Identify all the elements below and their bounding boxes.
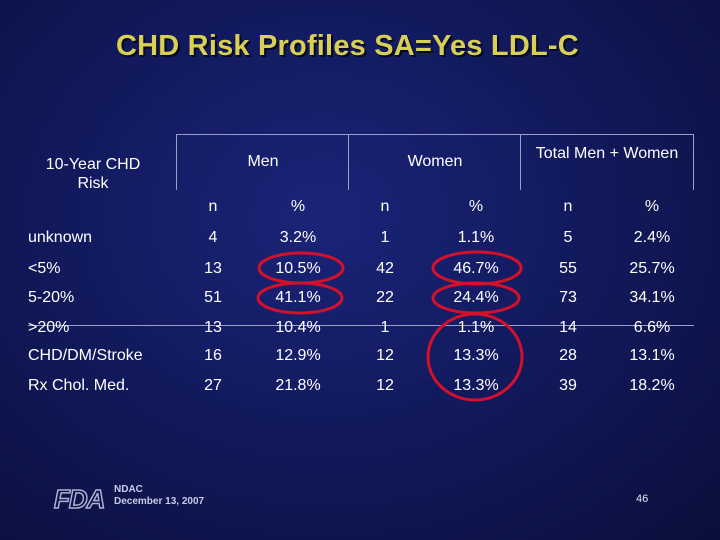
footer-date: December 13, 2007 — [114, 496, 205, 507]
risk-table: 10-Year CHD Risk Men Women Total Men + W… — [28, 134, 694, 400]
row-label: <5% — [28, 260, 61, 277]
men-pct: 10.4% — [275, 319, 321, 336]
group-header-men: Men — [247, 153, 279, 170]
slide-title: CHD Risk Profiles SA=Yes LDL-C — [116, 30, 579, 62]
row-label: unknown — [28, 229, 93, 246]
group-header-women: Women — [407, 153, 463, 170]
total-pct: 6.6% — [633, 319, 671, 336]
row-label: >20% — [28, 319, 70, 336]
row-header-label: 10-Year CHD Risk — [45, 156, 141, 192]
subheader-men-n: n — [208, 198, 218, 215]
total-pct: 13.1% — [629, 347, 675, 364]
women-pct: 1.1% — [457, 229, 495, 246]
subheader-total-pct: % — [644, 198, 660, 215]
fda-logo: FDA — [53, 483, 106, 515]
women-n: 22 — [376, 289, 394, 306]
total-n: 5 — [563, 229, 573, 246]
women-n: 12 — [376, 377, 394, 394]
men-pct: 10.5% — [275, 260, 321, 277]
subheader-men-pct: % — [290, 198, 306, 215]
total-pct: 34.1% — [629, 289, 675, 306]
subheader-total-n: n — [563, 198, 573, 215]
total-n: 28 — [559, 347, 577, 364]
table-row: CHD/DM/Stroke 16 12.9% 12 13.3% 28 13.1% — [28, 347, 694, 367]
table-row: Rx Chol. Med. 27 21.8% 12 13.3% 39 18.2% — [28, 377, 694, 397]
group-header-total: Total Men + Women — [522, 144, 692, 163]
table-row: 5-20% 51 41.1% 22 24.4% 73 34.1% — [28, 289, 694, 309]
men-n: 51 — [204, 289, 222, 306]
women-pct: 46.7% — [453, 260, 499, 277]
row-label: 5-20% — [28, 289, 75, 306]
men-n: 4 — [208, 229, 218, 246]
group-header-total-label: Total Men + Women — [535, 145, 679, 162]
total-pct: 18.2% — [629, 377, 675, 394]
women-n: 1 — [380, 319, 390, 336]
women-pct: 24.4% — [453, 289, 499, 306]
table-row: <5% 13 10.5% 42 46.7% 55 25.7% — [28, 260, 694, 280]
total-pct: 25.7% — [629, 260, 675, 277]
table-row: >20% 13 10.4% 1 1.1% 14 6.6% — [28, 319, 694, 339]
subheader-women-n: n — [380, 198, 390, 215]
women-pct: 13.3% — [453, 377, 499, 394]
total-n: 39 — [559, 377, 577, 394]
women-n: 12 — [376, 347, 394, 364]
men-pct: 3.2% — [279, 229, 317, 246]
total-pct: 2.4% — [633, 229, 671, 246]
men-pct: 41.1% — [275, 289, 321, 306]
women-n: 42 — [376, 260, 394, 277]
page-number: 46 — [636, 493, 649, 505]
women-pct: 13.3% — [453, 347, 499, 364]
men-n: 13 — [204, 260, 222, 277]
row-label: CHD/DM/Stroke — [28, 347, 143, 364]
men-n: 27 — [204, 377, 222, 394]
subheader-women-pct: % — [468, 198, 484, 215]
men-pct: 12.9% — [275, 347, 321, 364]
men-pct: 21.8% — [275, 377, 321, 394]
table-row: unknown 4 3.2% 1 1.1% 5 2.4% — [28, 229, 694, 249]
footer-info: NDAC December 13, 2007 — [114, 484, 204, 508]
fda-logo-text: FDA — [53, 483, 106, 515]
total-n: 73 — [559, 289, 577, 306]
total-n: 55 — [559, 260, 577, 277]
women-n: 1 — [380, 229, 390, 246]
row-label: Rx Chol. Med. — [28, 377, 130, 394]
women-pct: 1.1% — [457, 319, 495, 336]
men-n: 16 — [204, 347, 222, 364]
footer-org: NDAC — [114, 484, 143, 495]
men-n: 13 — [204, 319, 222, 336]
total-n: 14 — [559, 319, 577, 336]
